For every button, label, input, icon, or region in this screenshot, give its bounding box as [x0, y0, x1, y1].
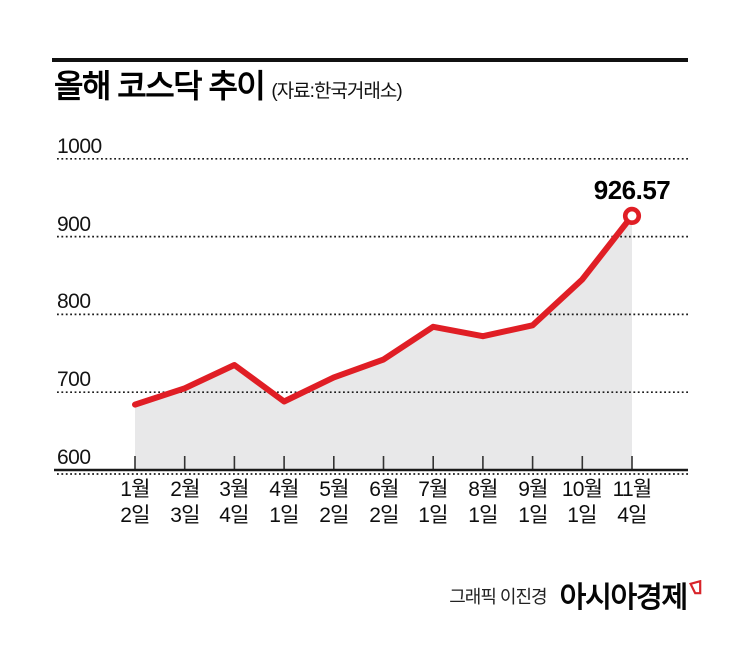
x-tick-label-8: 8월 1일 — [451, 477, 515, 529]
x-label-day: 2일 — [369, 504, 399, 527]
x-label-month: 2월 — [170, 478, 200, 501]
x-label-day: 2일 — [319, 504, 349, 527]
x-tick-label-4: 4월 1일 — [252, 477, 316, 529]
y-tick-label-700: 700 — [57, 368, 91, 391]
x-label-month: 11월 — [612, 478, 653, 501]
graphic-credit: 그래픽 이진경 — [449, 587, 547, 607]
x-tick-label-7: 7월 1일 — [401, 477, 465, 529]
x-label-day: 1일 — [518, 504, 548, 527]
y-tick-label-800: 800 — [57, 290, 91, 313]
kosdaq-line — [132, 212, 635, 408]
last-value-label: 926.57 — [593, 175, 671, 205]
x-label-month: 8월 — [468, 478, 498, 501]
x-tick-label-9: 9월 1일 — [501, 477, 565, 529]
x-label-month: 5월 — [319, 478, 349, 501]
y-tick-label-900: 900 — [57, 213, 91, 236]
area-fill — [135, 215, 632, 470]
footer: 그래픽 이진경 아시아경제 — [449, 580, 703, 614]
x-label-day: 1일 — [567, 504, 597, 527]
brand-logo-text: 아시아경제 — [559, 582, 689, 614]
x-tick-label-5: 5월 2일 — [302, 477, 366, 529]
x-tick-label-10: 10월 1일 — [550, 477, 614, 529]
x-label-month: 4월 — [269, 478, 299, 501]
x-label-day: 1일 — [418, 504, 448, 527]
asiae-flag-icon — [689, 580, 702, 595]
x-tick-label-1: 1월 2일 — [103, 477, 167, 529]
x-label-day: 1일 — [468, 504, 498, 527]
header-rule — [52, 58, 688, 62]
y-tick-label-600: 600 — [57, 446, 91, 469]
x-label-day: 1일 — [269, 504, 299, 527]
x-label-month: 7월 — [418, 478, 448, 501]
x-label-month: 3월 — [219, 478, 249, 501]
source-note: (자료:한국거래소) — [271, 81, 402, 102]
x-label-day: 4일 — [617, 504, 647, 527]
x-label-month: 9월 — [518, 478, 548, 501]
x-tick-label-3: 3월 4일 — [202, 477, 266, 529]
x-label-day: 4일 — [219, 504, 249, 527]
x-label-day: 3일 — [170, 504, 200, 527]
chart-header: 올해 코스닥 추이 (자료:한국거래소) — [54, 68, 403, 104]
x-label-month: 6월 — [369, 478, 399, 501]
last-point-marker — [622, 206, 642, 225]
page-title: 올해 코스닥 추이 — [54, 68, 266, 104]
x-tick-label-2: 2월 3일 — [153, 477, 217, 529]
x-label-month: 10월 — [561, 478, 603, 501]
x-label-day: 2일 — [120, 504, 150, 527]
x-tick-label-11: 11월 4일 — [600, 477, 664, 529]
x-label-month: 1월 — [120, 478, 150, 501]
y-tick-label-1000: 1000 — [57, 135, 102, 158]
x-tick-label-6: 6월 2일 — [352, 477, 416, 529]
